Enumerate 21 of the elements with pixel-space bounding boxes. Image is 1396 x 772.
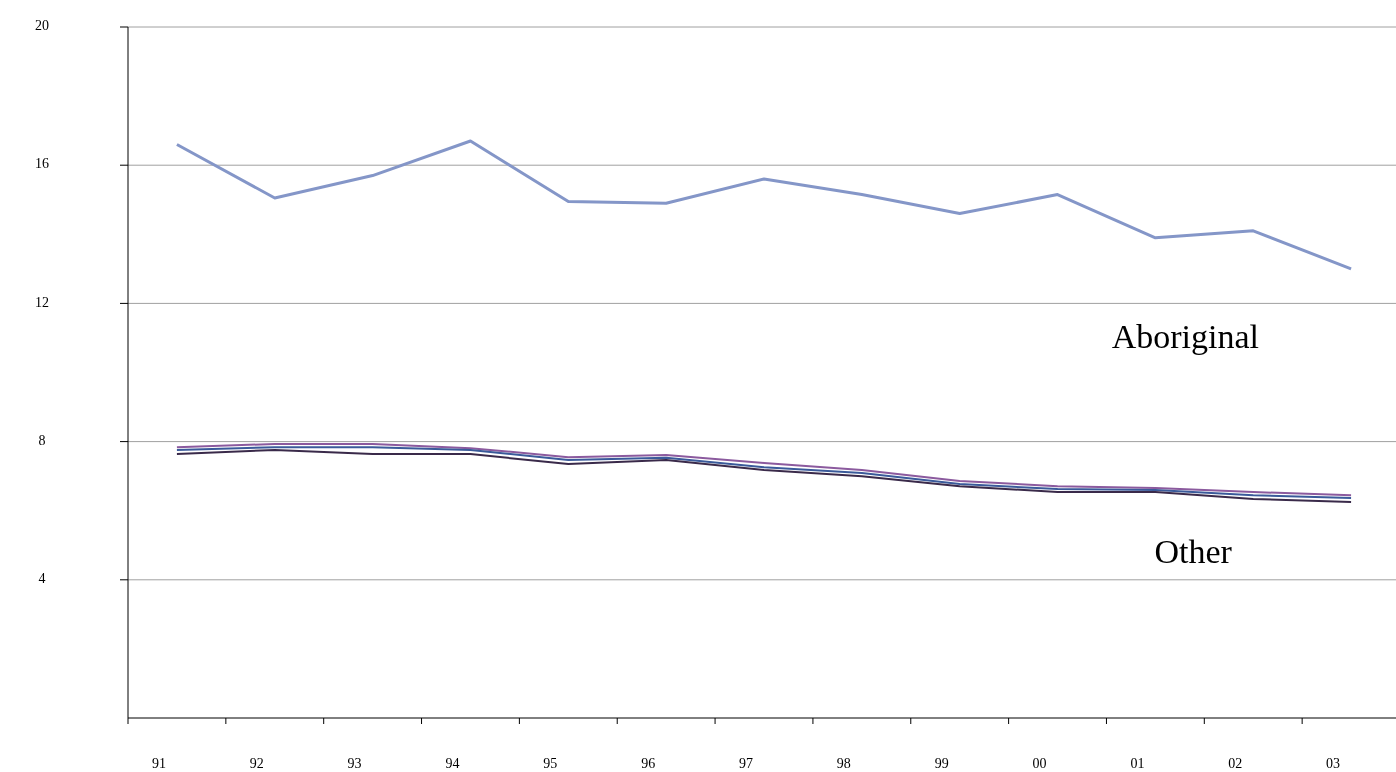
y-tick-label: 20 <box>35 18 49 34</box>
text: Aboriginal <box>1111 317 1260 355</box>
y-tick-label: 8 <box>38 432 46 448</box>
y-tick-label: 16 <box>35 156 49 172</box>
annotation: Other <box>1154 532 1233 570</box>
x-tick-label: 93 <box>347 756 362 771</box>
x-tick-label: 97 <box>739 756 753 771</box>
x-tick-label: 92 <box>249 756 264 771</box>
x-tick-label: 03 <box>1326 756 1341 771</box>
x-tick-label: 99 <box>934 756 949 771</box>
x-tick-label: 02 <box>1228 756 1243 771</box>
line-series <box>175 139 1353 271</box>
x-tick-label: 94 <box>445 756 460 771</box>
x-tick-label: 91 <box>151 756 166 771</box>
x-tick-label: 98 <box>836 756 851 771</box>
x-tick-label: 96 <box>641 756 656 771</box>
y-tick-label: 12 <box>35 294 49 310</box>
y-tick-label: 4 <box>38 571 46 587</box>
x-tick-label: 00 <box>1032 756 1047 771</box>
x-tick-label: 95 <box>543 756 558 771</box>
x-tick-label: 01 <box>1130 756 1145 771</box>
